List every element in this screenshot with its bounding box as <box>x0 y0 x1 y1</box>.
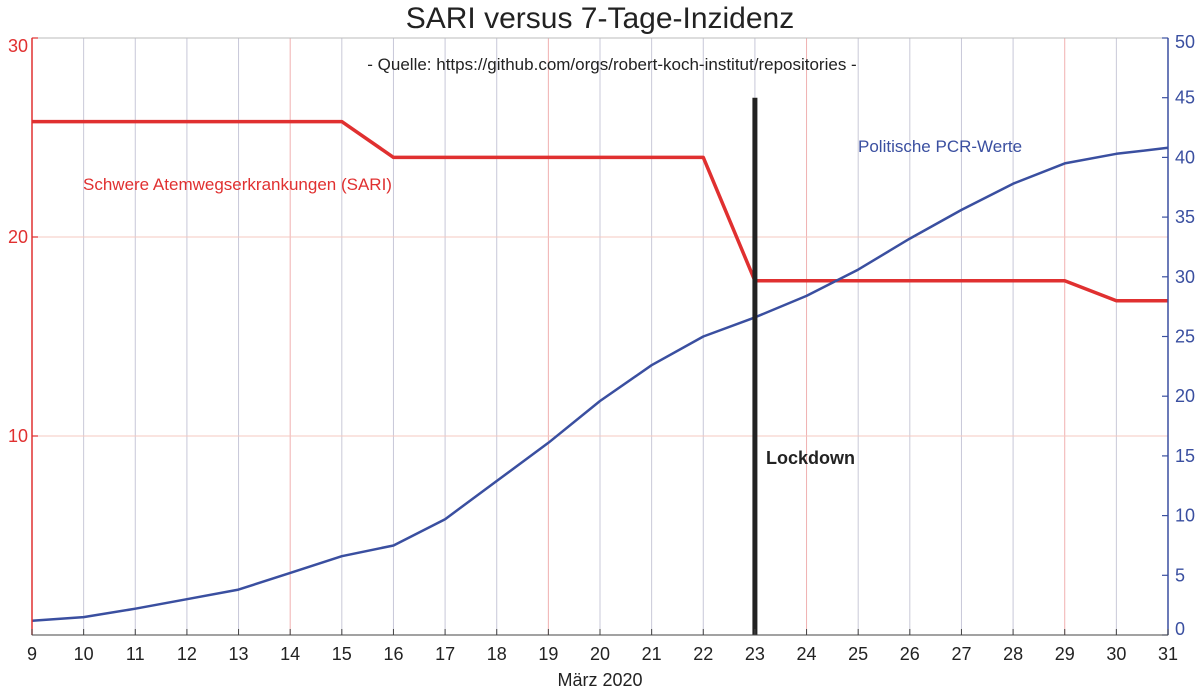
series-label-pcr: Politische PCR-Werte <box>858 137 1022 156</box>
right-tick-label: 35 <box>1175 207 1195 227</box>
series-label-sari: Schwere Atemwegserkrankungen (SARI) <box>83 175 392 194</box>
sari-series-line <box>32 119 1168 303</box>
right-tick-label: 25 <box>1175 327 1195 347</box>
series-group <box>31 119 1169 622</box>
x-tick-label: 30 <box>1106 644 1126 664</box>
x-tick-label: 13 <box>229 644 249 664</box>
grid <box>31 37 1169 635</box>
x-tick-label: 18 <box>487 644 507 664</box>
lockdown-label: Lockdown <box>766 448 855 468</box>
x-tick-label: 24 <box>797 644 817 664</box>
x-tick-label: 9 <box>27 644 37 664</box>
right-tick-label: 20 <box>1175 386 1195 406</box>
x-tick-label: 16 <box>383 644 403 664</box>
x-tick-label: 15 <box>332 644 352 664</box>
right-tick-label: 10 <box>1175 506 1195 526</box>
x-tick-label: 20 <box>590 644 610 664</box>
x-tick-label: 12 <box>177 644 197 664</box>
right-axis: 0 5 10 15 20 25 30 35 40 45 50 <box>1162 32 1195 639</box>
x-axis-label: März 2020 <box>557 670 642 690</box>
left-tick-label: 30 <box>8 36 28 56</box>
right-tick-label: 50 <box>1175 32 1195 52</box>
right-tick-label: 15 <box>1175 446 1195 466</box>
left-tick-label: 20 <box>8 227 28 247</box>
right-tick-label: 45 <box>1175 88 1195 108</box>
pcr-series-line <box>31 146 1169 622</box>
chart-subtitle: - Quelle: https://github.com/orgs/robert… <box>367 55 856 74</box>
right-tick-label: 30 <box>1175 267 1195 287</box>
left-axis: 10 20 30 <box>8 36 38 635</box>
x-tick-label: 25 <box>848 644 868 664</box>
x-tick-label: 27 <box>951 644 971 664</box>
x-tick-label: 29 <box>1055 644 1075 664</box>
right-tick-label: 40 <box>1175 147 1195 167</box>
x-tick-label: 23 <box>745 644 765 664</box>
x-tick-label: 14 <box>280 644 300 664</box>
x-tick-label: 10 <box>74 644 94 664</box>
left-tick-label: 10 <box>8 426 28 446</box>
x-axis: 9 10 11 12 13 14 15 16 17 18 19 20 21 22 23 24 25 26 27 28 2… <box>27 629 1178 664</box>
right-tick-label: 0 <box>1175 619 1185 639</box>
x-tick-label: 21 <box>642 644 662 664</box>
x-tick-label: 26 <box>900 644 920 664</box>
x-tick-label: 17 <box>435 644 455 664</box>
x-tick-label: 22 <box>693 644 713 664</box>
chart-title: SARI versus 7-Tage-Inzidenz <box>406 2 795 35</box>
x-tick-label: 28 <box>1003 644 1023 664</box>
x-tick-label: 11 <box>126 644 145 664</box>
right-tick-label: 5 <box>1175 565 1185 585</box>
x-tick-label: 31 <box>1158 644 1178 664</box>
x-tick-label: 19 <box>538 644 558 664</box>
